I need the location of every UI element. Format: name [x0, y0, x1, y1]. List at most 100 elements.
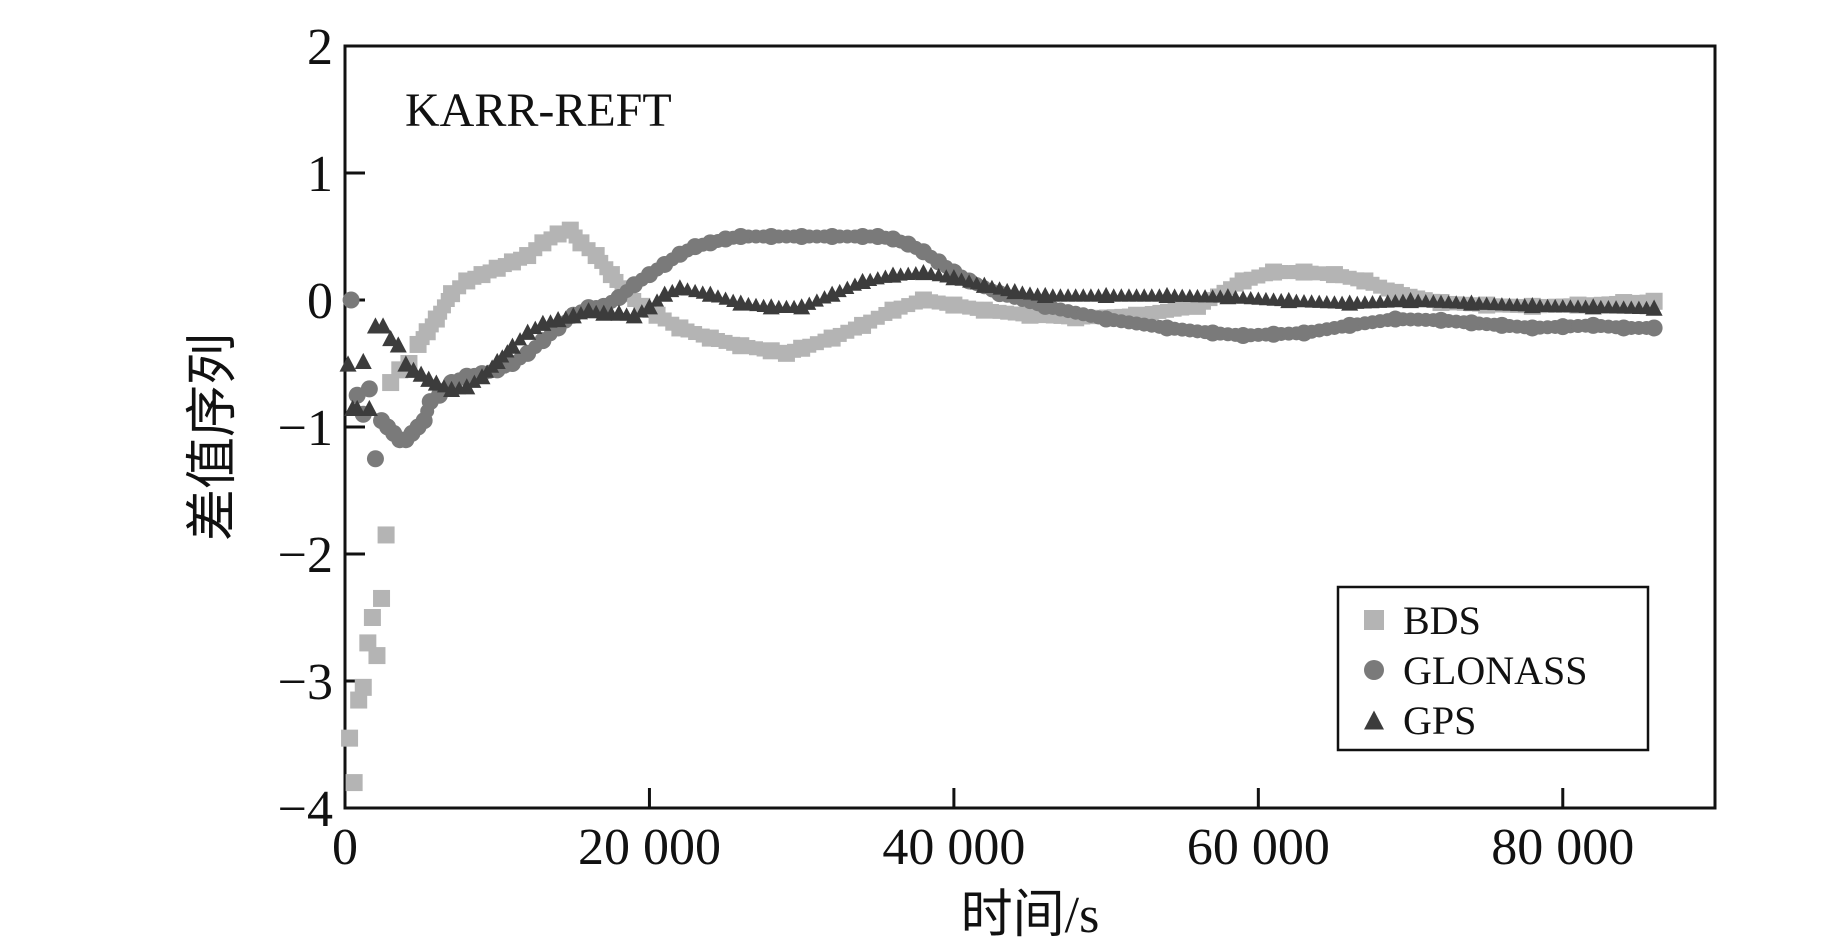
square-point	[1325, 266, 1343, 284]
circle-point	[610, 288, 628, 306]
square-point	[587, 247, 605, 265]
triangle-point	[443, 380, 461, 397]
circle-point	[1432, 311, 1450, 329]
y-axis-title: 差值序列	[185, 333, 242, 541]
circle-point	[884, 230, 902, 248]
circle-point	[701, 234, 719, 252]
x-axis: 0 20 000 40 000 60 000 80 000	[332, 788, 1634, 876]
square-point	[701, 329, 719, 347]
triangle-point	[701, 285, 719, 302]
triangle-point	[823, 285, 841, 302]
circle-point	[930, 253, 948, 271]
series-layer	[339, 221, 1663, 792]
x-tick-label: 40 000	[882, 819, 1025, 876]
triangle-point	[732, 294, 750, 311]
square-point	[823, 329, 841, 347]
triangle-point	[854, 272, 872, 290]
circle-point	[1523, 319, 1541, 337]
circle-point	[503, 355, 521, 372]
square-point	[1234, 272, 1252, 290]
x-tick-label: 20 000	[578, 819, 721, 876]
y-tick-label: 2	[307, 19, 333, 76]
triangle-point	[1402, 291, 1420, 309]
circle-point	[1584, 316, 1602, 334]
triangle-point	[519, 323, 537, 340]
square-point	[368, 647, 386, 665]
triangle-point	[503, 337, 521, 354]
square-point	[377, 526, 395, 544]
triangle-point	[339, 355, 357, 372]
circle-point	[1097, 310, 1115, 328]
triangle-point	[1158, 286, 1176, 303]
triangle-point	[656, 285, 674, 302]
circle-point	[1554, 318, 1572, 336]
triangle-point	[1462, 294, 1480, 311]
x-axis-title: 时间/s	[961, 887, 1100, 944]
square-point	[1295, 263, 1313, 281]
y-axis: −4 −3 −2 −1 0 1 2	[278, 19, 365, 838]
circle-point	[914, 243, 932, 261]
circle-point	[1386, 310, 1404, 328]
circle-point	[1493, 316, 1511, 334]
square-point	[671, 319, 689, 337]
square-point	[1265, 263, 1283, 281]
circle-point	[793, 228, 811, 245]
triangle-point	[348, 399, 366, 417]
legend: BDS GLONASS GPS	[1336, 585, 1650, 752]
circle-point	[854, 228, 872, 245]
square-point	[914, 291, 932, 309]
x-tick-label: 60 000	[1187, 819, 1330, 876]
triangle-point	[534, 314, 552, 331]
circle-point	[342, 291, 360, 309]
x-tick-label: 0	[332, 819, 358, 876]
square-point	[1356, 272, 1374, 290]
triangle-point	[488, 352, 506, 370]
triangle-point	[580, 302, 598, 319]
circle-point	[1158, 319, 1176, 337]
square-point	[363, 609, 381, 626]
y-tick-label: 1	[307, 146, 333, 203]
legend-triangle-marker	[1364, 710, 1384, 730]
circle-point	[1462, 314, 1480, 332]
square-point	[945, 296, 963, 314]
triangle-point	[473, 368, 491, 385]
triangle-point	[1097, 286, 1115, 303]
circle-point	[534, 332, 552, 350]
circle-point	[671, 245, 689, 263]
square-point	[443, 285, 461, 303]
y-tick-label: −4	[278, 781, 333, 838]
circle-point	[1615, 319, 1633, 337]
triangle-point	[945, 269, 963, 286]
square-point	[884, 301, 902, 319]
circle-point	[458, 367, 476, 385]
circle-point	[625, 276, 643, 294]
legend-square-marker	[1364, 610, 1384, 630]
triangle-point	[914, 263, 932, 281]
triangle-point	[389, 336, 407, 353]
square-point	[762, 342, 780, 360]
square-point	[732, 337, 750, 355]
triangle-point	[397, 355, 415, 372]
square-point	[777, 344, 795, 362]
triangle-point	[1523, 297, 1541, 314]
y-tick-label: −3	[278, 654, 333, 711]
circle-point	[762, 228, 780, 245]
triangle-trail-point	[467, 374, 482, 388]
legend-box	[1336, 585, 1650, 752]
square-point	[572, 234, 590, 252]
square-point	[488, 259, 506, 277]
square-point	[503, 253, 521, 271]
circle-point	[1234, 327, 1252, 345]
triangle-point	[884, 266, 902, 283]
x-tick-label: 80 000	[1491, 819, 1634, 876]
y-tick-label: −2	[278, 527, 333, 584]
square-point	[975, 301, 993, 319]
square-point	[602, 266, 620, 284]
triangle-point	[1341, 294, 1359, 311]
y-tick-label: −1	[278, 400, 333, 457]
square-point	[345, 774, 363, 792]
circle-point	[415, 412, 433, 430]
y-tick-label: 0	[307, 273, 333, 330]
triangle-point	[458, 378, 476, 395]
